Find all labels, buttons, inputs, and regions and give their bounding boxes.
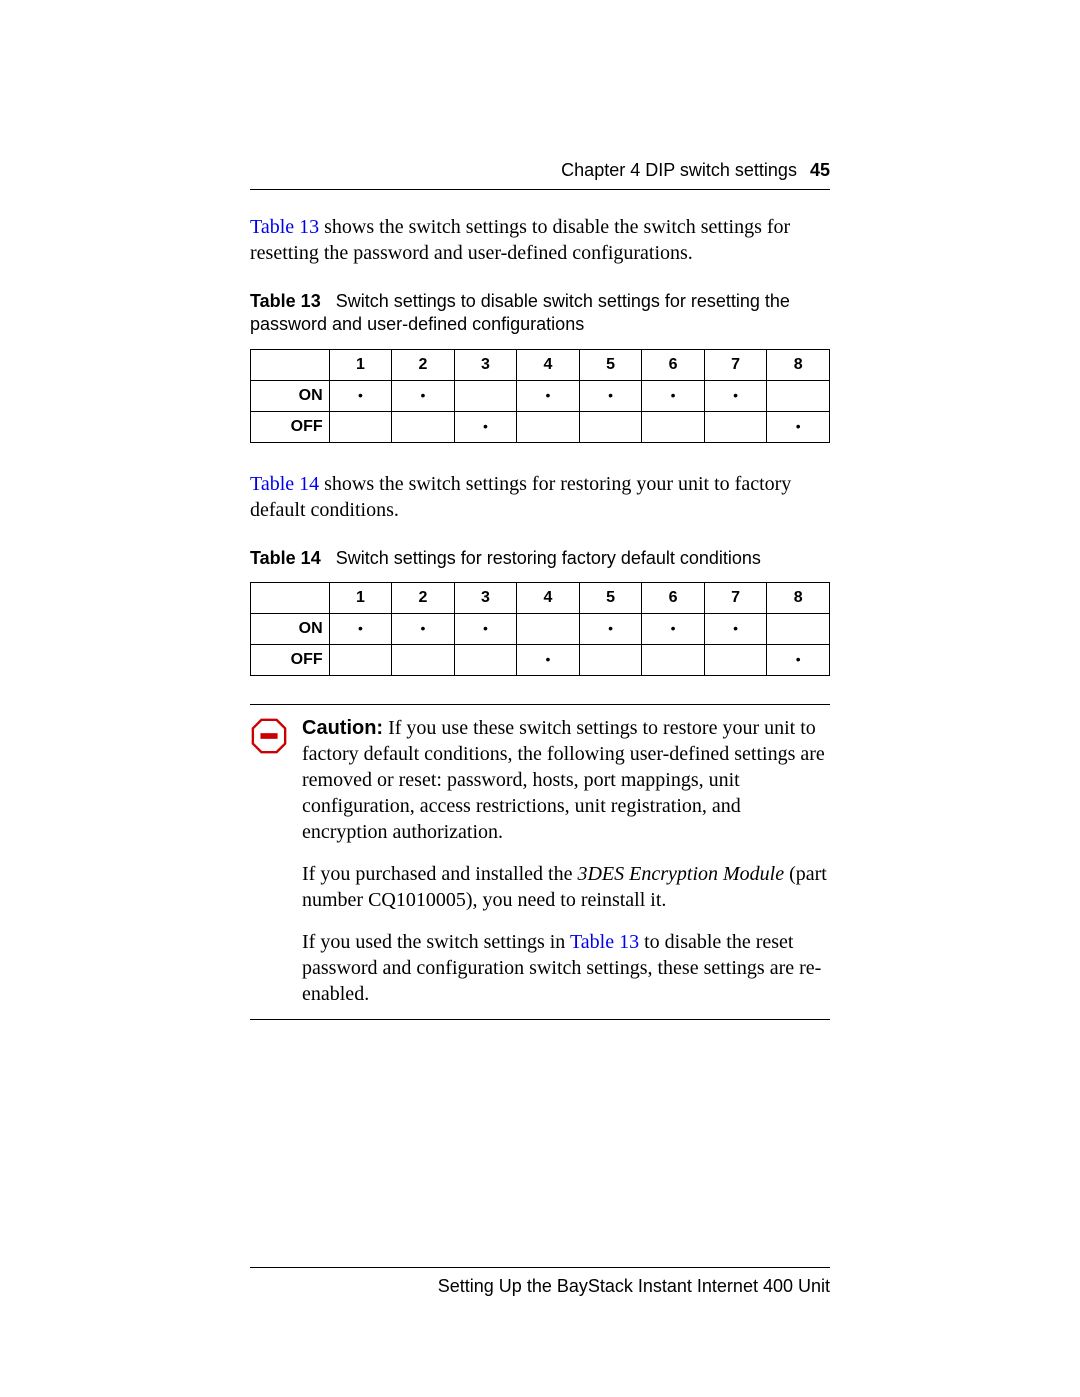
table13: 1 2 3 4 5 6 7 8 ON • • • • • • OFF • [250, 349, 830, 443]
intro-paragraph-1-text: shows the switch settings to disable the… [250, 216, 790, 264]
table14-on-5: • [579, 614, 642, 645]
table13-col-7: 7 [704, 349, 767, 380]
table13-off-7 [704, 411, 767, 442]
table13-off-row: OFF • • [251, 411, 830, 442]
table13-off-label: OFF [251, 411, 330, 442]
table14-on-4 [517, 614, 580, 645]
table13-off-2 [392, 411, 455, 442]
table13-caption-label: Table 13 [250, 291, 321, 311]
table14-off-4: • [517, 645, 580, 676]
table14-col-4: 4 [517, 583, 580, 614]
table14-on-7: • [704, 614, 767, 645]
table14-off-3 [454, 645, 517, 676]
table14-on-row: ON • • • • • • [251, 614, 830, 645]
table13-on-8 [767, 380, 830, 411]
table14-on-label: ON [251, 614, 330, 645]
table13-col-1: 1 [329, 349, 392, 380]
table14-col-7: 7 [704, 583, 767, 614]
table14-link[interactable]: Table 14 [250, 473, 319, 495]
table14-off-row: OFF • • [251, 645, 830, 676]
table14-off-label: OFF [251, 645, 330, 676]
table13-col-3: 3 [454, 349, 517, 380]
table13-col-5: 5 [579, 349, 642, 380]
table14-col-8: 8 [767, 583, 830, 614]
intro-paragraph-2: Table 14 shows the switch settings for r… [250, 471, 830, 523]
table13-link[interactable]: Table 13 [250, 216, 319, 238]
table14-on-1: • [329, 614, 392, 645]
caution-p2-em: 3DES Encryption Module [577, 863, 784, 885]
footer-text: Setting Up the BayStack Instant Internet… [438, 1276, 830, 1296]
table13-on-7: • [704, 380, 767, 411]
table13-off-4 [517, 411, 580, 442]
table13-off-6 [642, 411, 705, 442]
table13-on-1: • [329, 380, 392, 411]
caution-p3-a: If you used the switch settings in [302, 931, 570, 953]
caution-box: Caution: If you use these switch setting… [250, 704, 830, 1020]
intro-paragraph-2-text: shows the switch settings for restoring … [250, 473, 791, 521]
table14-off-7 [704, 645, 767, 676]
caution-p2: If you purchased and installed the 3DES … [302, 861, 830, 913]
table14-corner [251, 583, 330, 614]
table13-corner [251, 349, 330, 380]
table14-col-6: 6 [642, 583, 705, 614]
caution-label: Caution: [302, 717, 383, 739]
table14-on-8 [767, 614, 830, 645]
table13-on-2: • [392, 380, 455, 411]
page-header: Chapter 4 DIP switch settings 45 [250, 160, 830, 190]
caution-content: Caution: If you use these switch setting… [302, 715, 830, 1007]
table14-col-5: 5 [579, 583, 642, 614]
table14-caption-text: Switch settings for restoring factory de… [336, 548, 761, 568]
table13-off-3: • [454, 411, 517, 442]
chapter-label: Chapter 4 DIP switch settings [561, 160, 797, 180]
table13-off-8: • [767, 411, 830, 442]
table13-on-label: ON [251, 380, 330, 411]
caution-icon [250, 715, 290, 1007]
caution-p3: If you used the switch settings in Table… [302, 929, 830, 1007]
table14-on-2: • [392, 614, 455, 645]
page-number: 45 [810, 160, 830, 180]
table13-col-8: 8 [767, 349, 830, 380]
table14: 1 2 3 4 5 6 7 8 ON • • • • • • OFF • [250, 582, 830, 676]
table14-off-1 [329, 645, 392, 676]
table14-caption-label: Table 14 [250, 548, 321, 568]
table14-col-3: 3 [454, 583, 517, 614]
page-footer: Setting Up the BayStack Instant Internet… [250, 1267, 830, 1297]
table14-off-8: • [767, 645, 830, 676]
table14-off-2 [392, 645, 455, 676]
table13-caption: Table 13 Switch settings to disable swit… [250, 290, 830, 337]
table14-header-row: 1 2 3 4 5 6 7 8 [251, 583, 830, 614]
table14-col-2: 2 [392, 583, 455, 614]
table13-on-6: • [642, 380, 705, 411]
table13-on-4: • [517, 380, 580, 411]
caution-p3-link[interactable]: Table 13 [570, 931, 639, 953]
table13-on-3 [454, 380, 517, 411]
table13-caption-text: Switch settings to disable switch settin… [250, 291, 790, 334]
table13-on-row: ON • • • • • • [251, 380, 830, 411]
table13-on-5: • [579, 380, 642, 411]
table13-col-2: 2 [392, 349, 455, 380]
table14-caption: Table 14 Switch settings for restoring f… [250, 547, 830, 570]
table13-off-1 [329, 411, 392, 442]
table13-col-6: 6 [642, 349, 705, 380]
table13-off-5 [579, 411, 642, 442]
page-content: Chapter 4 DIP switch settings 45 Table 1… [0, 0, 1080, 1020]
intro-paragraph-1: Table 13 shows the switch settings to di… [250, 214, 830, 266]
table14-off-5 [579, 645, 642, 676]
table14-off-6 [642, 645, 705, 676]
caution-p1: Caution: If you use these switch setting… [302, 715, 830, 845]
table14-col-1: 1 [329, 583, 392, 614]
table13-col-4: 4 [517, 349, 580, 380]
table14-on-3: • [454, 614, 517, 645]
table14-on-6: • [642, 614, 705, 645]
caution-p2-a: If you purchased and installed the [302, 863, 577, 885]
table13-header-row: 1 2 3 4 5 6 7 8 [251, 349, 830, 380]
